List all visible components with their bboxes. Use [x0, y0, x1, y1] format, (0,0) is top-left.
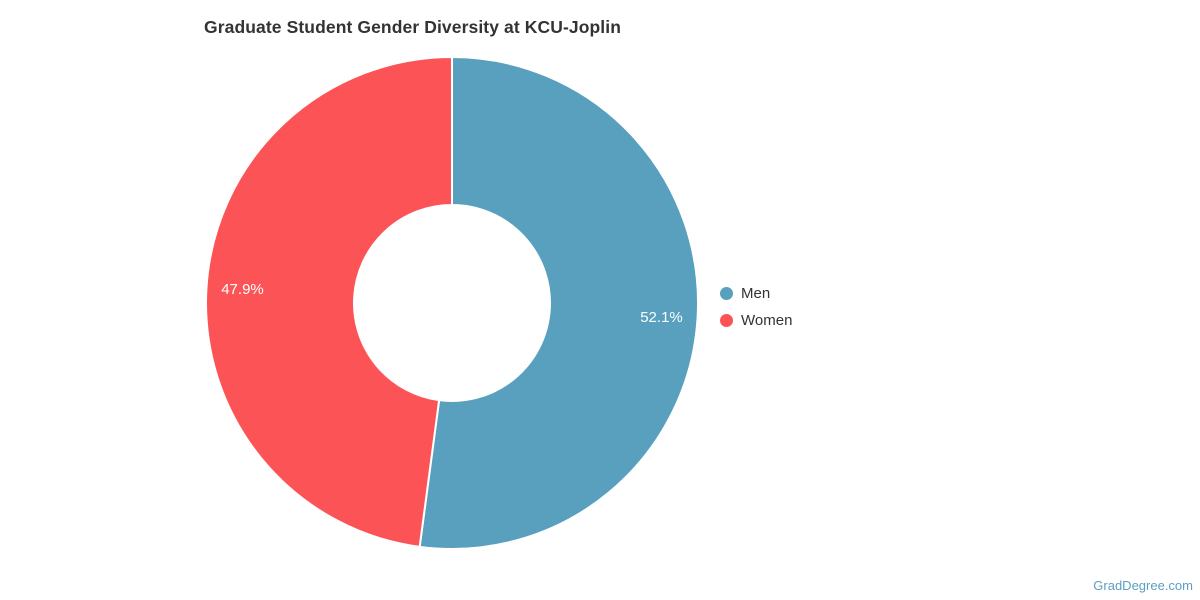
- legend-marker-men-icon: [720, 287, 733, 300]
- watermark-link[interactable]: GradDegree.com: [1093, 578, 1193, 593]
- legend-label-women: Women: [741, 312, 793, 329]
- slice-label-men: 52.1%: [640, 309, 683, 326]
- pie-slice-men[interactable]: [418, 56, 699, 550]
- chart-title: Graduate Student Gender Diversity at KCU…: [204, 17, 621, 37]
- slice-label-women: 47.9%: [221, 281, 264, 298]
- pie-slice-women[interactable]: [205, 56, 453, 548]
- legend: Men Women: [720, 280, 792, 334]
- legend-marker-women-icon: [720, 314, 733, 327]
- legend-item-men[interactable]: Men: [720, 280, 792, 307]
- legend-item-women[interactable]: Women: [720, 307, 792, 334]
- legend-label-men: Men: [741, 285, 771, 302]
